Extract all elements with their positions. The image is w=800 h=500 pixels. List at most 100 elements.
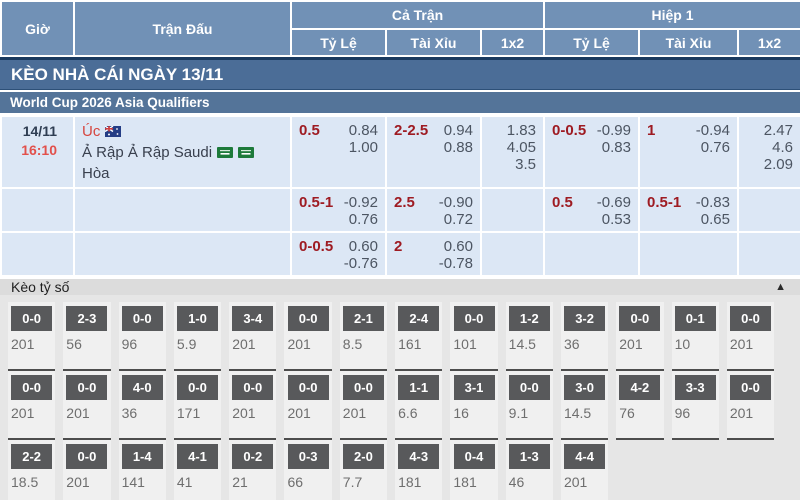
odd-value: 3.5 — [515, 156, 536, 173]
h1-1x2-cell[interactable]: 2.47 4.6 2.09 — [737, 115, 800, 189]
ft-handicap-cell[interactable]: 0.5-1 -0.92 0.76 — [290, 187, 387, 233]
ft-overunder-cell[interactable]: 2-2.5 0.94 0.88 — [385, 115, 482, 189]
score-cell[interactable]: 0-0 201 — [63, 440, 111, 500]
col-header-ft-handicap: Tỷ Lệ — [290, 28, 387, 57]
handicap-line: 0.5 — [552, 194, 573, 211]
score-cell[interactable]: 1-1 6.6 — [395, 371, 443, 440]
score-cell[interactable]: 0-3 66 — [284, 440, 332, 500]
score-cell[interactable]: 3-0 14.5 — [560, 371, 609, 440]
ft-overunder-cell[interactable]: 2 0.60 -0.78 — [385, 231, 482, 277]
score-cell[interactable]: 0-2 21 — [229, 440, 277, 500]
odd-value: -0.99 — [596, 122, 631, 139]
score-odd: 36 — [121, 405, 138, 421]
odd-value: 2.47 — [763, 122, 793, 139]
score-odd: 201 — [729, 336, 754, 352]
odd-value: 0.76 — [700, 139, 730, 156]
saudi-arabia-flag-icon — [217, 144, 234, 164]
score-cell[interactable]: 4-0 36 — [118, 371, 166, 440]
odds-row-1: 14/11 16:10 Úc Ả Rập Ả Rập Saudi Hòa 0.5… — [0, 115, 800, 189]
home-team-name: Úc — [82, 123, 101, 140]
odd-value: 4.05 — [506, 139, 536, 156]
ft-overunder-cell[interactable]: 2.5 -0.90 0.72 — [385, 187, 482, 233]
empty-cell — [0, 187, 75, 233]
odd-value: 0.94 — [443, 122, 473, 139]
score-cell[interactable]: 4-2 76 — [616, 371, 664, 440]
score-odd: 141 — [121, 474, 145, 490]
odd-value: -0.78 — [438, 255, 473, 272]
score-cell[interactable]: 0-0 201 — [8, 371, 56, 440]
score-cell[interactable]: 2-3 56 — [63, 302, 111, 371]
score-cell[interactable]: 2-4 161 — [395, 302, 443, 371]
score-cell[interactable]: 0-0 9.1 — [505, 371, 553, 440]
score-label: 2-1 — [342, 306, 384, 331]
score-cell[interactable]: 0-0 201 — [726, 302, 775, 371]
match-date: 14/11 — [22, 123, 57, 139]
ft-handicap-cell[interactable]: 0.5 0.84 1.00 — [290, 115, 387, 189]
score-section-header[interactable]: Kèo tỷ số ▲ — [0, 279, 800, 295]
odd-value: 0.84 — [348, 122, 378, 139]
score-odd: 66 — [287, 474, 304, 490]
score-odd: 41 — [176, 474, 193, 490]
h1-handicap-cell[interactable]: 0-0.5 -0.99 0.83 — [543, 115, 640, 189]
odds-row-3: 0-0.5 0.60 -0.76 2 0.60 -0.78 — [0, 231, 800, 277]
score-label: 0-0 — [11, 375, 53, 400]
score-cell[interactable]: 0-0 201 — [63, 371, 111, 440]
score-odd: 181 — [398, 474, 422, 490]
away-team-name: Ả Rập Ả Rập Saudi — [82, 144, 213, 161]
h1-1x2-cell — [737, 231, 800, 277]
h1-overunder-cell[interactable]: 0.5-1 -0.83 0.65 — [638, 187, 739, 233]
odd-value: -0.90 — [438, 194, 473, 211]
ft-handicap-cell[interactable]: 0-0.5 0.60 -0.76 — [290, 231, 387, 277]
score-cell[interactable]: 0-0 201 — [616, 302, 664, 371]
score-odd: 201 — [287, 336, 311, 352]
score-cell[interactable]: 3-1 16 — [450, 371, 498, 440]
empty-cell — [73, 231, 292, 277]
score-cell[interactable]: 2-0 7.7 — [339, 440, 388, 500]
collapse-arrow-icon[interactable]: ▲ — [775, 281, 786, 293]
score-row: 0-0 201 0-0 201 4-0 36 0-0 171 0-0 201 0-0 201 0-0 20… — [8, 371, 800, 440]
score-cell[interactable]: 3-2 36 — [560, 302, 609, 371]
score-cell[interactable]: 0-0 201 — [229, 371, 277, 440]
score-odd: 96 — [674, 405, 691, 421]
empty-cell — [73, 187, 292, 233]
score-cell[interactable]: 1-0 5.9 — [173, 302, 222, 371]
score-cell[interactable]: 0-0 201 — [8, 302, 56, 371]
score-label: 4-4 — [564, 444, 606, 469]
score-cell[interactable]: 0-0 101 — [450, 302, 498, 371]
score-cell[interactable]: 0-0 96 — [118, 302, 166, 371]
score-odd: 201 — [342, 405, 367, 421]
score-cell[interactable]: 0-0 201 — [284, 371, 332, 440]
odd-value: 0.53 — [601, 211, 631, 228]
score-cell[interactable]: 2-1 8.5 — [339, 302, 388, 371]
odd-value: 0.72 — [443, 211, 473, 228]
score-cell[interactable]: 0-0 201 — [339, 371, 388, 440]
score-cell[interactable]: 0-0 171 — [173, 371, 222, 440]
score-cell[interactable]: 0-0 201 — [284, 302, 332, 371]
score-odd: 201 — [563, 474, 588, 490]
score-cell[interactable]: 0-1 10 — [671, 302, 719, 371]
col-header-h1-overunder: Tài Xỉu — [638, 28, 740, 57]
score-cell[interactable]: 4-4 201 — [560, 440, 609, 500]
score-odd: 201 — [11, 405, 35, 421]
score-cell[interactable]: 3-4 201 — [229, 302, 277, 371]
score-label: 0-0 — [121, 306, 163, 331]
score-cell[interactable]: 0-4 181 — [450, 440, 498, 500]
odd-value: -0.92 — [343, 194, 378, 211]
match-teams-cell: Úc Ả Rập Ả Rập Saudi Hòa — [73, 115, 292, 189]
score-cell[interactable]: 0-0 201 — [726, 371, 775, 440]
h1-handicap-cell[interactable]: 0.5 -0.69 0.53 — [543, 187, 640, 233]
score-odd: 14.5 — [508, 336, 536, 352]
odd-value: 0.76 — [348, 211, 378, 228]
h1-overunder-cell[interactable]: 1 -0.94 0.76 — [638, 115, 739, 189]
score-cell[interactable]: 3-3 96 — [671, 371, 719, 440]
handicap-line: 0.5 — [299, 122, 320, 139]
ft-1x2-cell[interactable]: 1.83 4.05 3.5 — [480, 115, 545, 189]
score-cell[interactable]: 4-1 41 — [173, 440, 222, 500]
match-kickoff-time: 16:10 — [21, 142, 57, 158]
score-cell[interactable]: 1-2 14.5 — [505, 302, 553, 371]
score-cell[interactable]: 2-2 18.5 — [8, 440, 56, 500]
score-cell[interactable]: 4-3 181 — [395, 440, 443, 500]
odd-value: 0.83 — [601, 139, 631, 156]
score-cell[interactable]: 1-4 141 — [118, 440, 166, 500]
score-cell[interactable]: 1-3 46 — [505, 440, 553, 500]
